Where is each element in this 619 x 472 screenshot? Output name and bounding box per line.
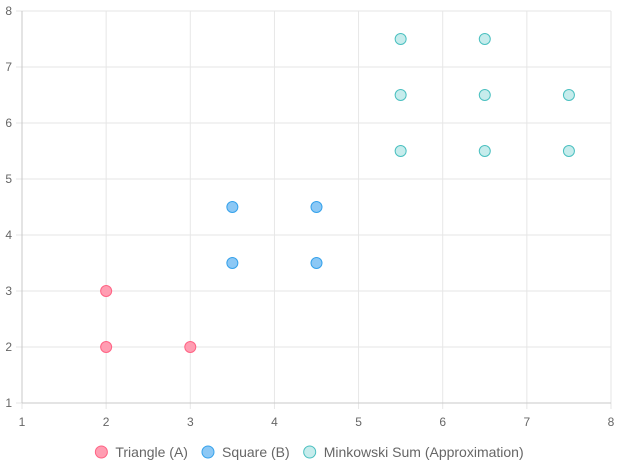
x-tick-label: 7 xyxy=(524,415,531,429)
x-tick-label: 2 xyxy=(103,415,110,429)
legend-label: Square (B) xyxy=(222,444,290,460)
data-point-series-2 xyxy=(394,145,407,157)
data-point-series-1 xyxy=(226,201,239,213)
data-points xyxy=(100,33,575,353)
x-tick-label: 3 xyxy=(187,415,194,429)
y-tick-label: 6 xyxy=(5,116,12,130)
legend-label: Triangle (A) xyxy=(115,444,188,460)
y-tick-label: 4 xyxy=(5,228,12,242)
y-tick-label: 1 xyxy=(5,396,12,410)
data-point-series-2 xyxy=(562,145,575,157)
y-tick-label: 5 xyxy=(5,172,12,186)
data-point-series-1 xyxy=(310,201,323,213)
legend-item-0[interactable]: Triangle (A) xyxy=(94,444,188,460)
x-tick-label: 6 xyxy=(439,415,446,429)
x-tick-label: 4 xyxy=(271,415,278,429)
x-tick-label: 8 xyxy=(608,415,615,429)
y-tick-label: 8 xyxy=(5,4,12,18)
x-tick-label: 5 xyxy=(355,415,362,429)
x-tick-label: 1 xyxy=(19,415,26,429)
data-point-series-2 xyxy=(478,89,491,101)
data-point-series-2 xyxy=(394,33,407,45)
data-point-series-1 xyxy=(310,257,323,269)
y-tick-label: 2 xyxy=(5,340,12,354)
data-point-series-2 xyxy=(478,33,491,45)
legend-item-1[interactable]: Square (B) xyxy=(201,444,290,460)
data-point-series-0 xyxy=(100,341,113,353)
legend-marker xyxy=(303,445,317,459)
legend-label: Minkowski Sum (Approximation) xyxy=(324,444,524,460)
data-point-series-2 xyxy=(562,89,575,101)
data-point-series-1 xyxy=(226,257,239,269)
data-point-series-2 xyxy=(478,145,491,157)
data-point-series-2 xyxy=(394,89,407,101)
legend-marker xyxy=(94,445,108,459)
grid xyxy=(16,10,612,409)
legend: Triangle (A) Square (B) Minkowski Sum (App… xyxy=(94,444,524,460)
axes xyxy=(21,11,611,404)
y-axis-ticks: 1 2 3 4 5 6 7 8 xyxy=(5,4,12,410)
data-point-series-0 xyxy=(184,341,197,353)
legend-item-2[interactable]: Minkowski Sum (Approximation) xyxy=(303,444,524,460)
x-axis-ticks: 1 2 3 4 5 6 7 8 xyxy=(19,415,615,429)
legend-marker xyxy=(201,445,215,459)
data-point-series-0 xyxy=(100,285,113,297)
y-tick-label: 7 xyxy=(5,60,12,74)
y-tick-label: 3 xyxy=(5,284,12,298)
